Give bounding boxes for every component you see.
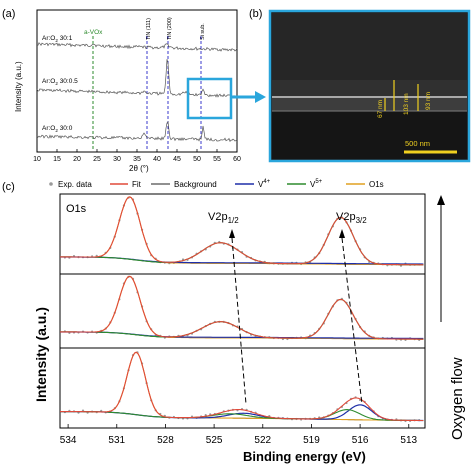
fit-curve xyxy=(60,196,424,266)
legend-o1s-label: O1s xyxy=(369,180,384,189)
xps-y-axis-label: Intensity (a.u.) xyxy=(33,307,49,402)
xrd-tick-label: 20 xyxy=(73,156,81,163)
xrd-trace-30-0 xyxy=(36,120,238,143)
xps-tick-label: 522 xyxy=(254,435,271,446)
v5-component-curve xyxy=(60,216,424,266)
peak-label-v2p32: V2p3/2 xyxy=(336,211,367,225)
xrd-tick-label: 10 xyxy=(33,156,41,163)
xps-tick-label: 513 xyxy=(400,435,417,446)
o1s-component-curve xyxy=(60,351,424,422)
legend-exp-label: Exp. data xyxy=(58,180,92,189)
xrd-y-axis-label: Intensity (a.u.) xyxy=(14,61,23,112)
xps-tick-label: 531 xyxy=(108,435,125,446)
trace-label-30-0: Ar:O2 30:0 xyxy=(42,125,73,133)
xps-tick-label: 516 xyxy=(352,435,369,446)
si-sub-annotation: Si sub. xyxy=(200,23,206,40)
sem-panel: 67 nm 103 nm 93 nm 500 nm xyxy=(268,9,471,163)
xps-tick-label: 525 xyxy=(206,435,223,446)
trace-label-30-1: Ar:O2 30:1 xyxy=(42,35,73,43)
v5-component-curve xyxy=(60,298,424,340)
v5-component-curve xyxy=(60,409,424,422)
legend-fit-label: Fit xyxy=(132,180,142,189)
xrd-trace-30-1 xyxy=(36,42,238,52)
zoom-arrow xyxy=(232,91,266,103)
oxygen-flow-label: Oxygen flow xyxy=(449,357,466,440)
xps-x-axis-label: Binding energy (eV) xyxy=(243,449,366,464)
oxygen-flow-indicator: Oxygen flow xyxy=(437,195,466,440)
tin200-annotation: TiN (200) xyxy=(167,17,173,40)
xrd-tick-label: 15 xyxy=(53,156,61,163)
o1s-component-curve xyxy=(60,196,424,266)
panel-label-a: (a) xyxy=(2,8,15,20)
peak-label-o1s: O1s xyxy=(66,203,87,215)
fit-curve xyxy=(60,351,424,422)
legend-exp-marker xyxy=(49,182,53,186)
panel-label-b: (b) xyxy=(249,8,262,20)
xps-legend: Exp. data Fit Background V4+ V5+ O1s xyxy=(49,179,384,189)
xrd-tick-label: 60 xyxy=(233,156,241,163)
xrd-x-axis-label: 2θ (°) xyxy=(129,164,149,173)
panel-label-c: (c) xyxy=(2,181,15,193)
xrd-x-ticks: 10 15 20 25 30 35 40 45 50 55 60 xyxy=(33,149,241,163)
thickness-label-2: 103 nm xyxy=(403,93,410,115)
xrd-tick-label: 30 xyxy=(113,156,121,163)
legend-background-label: Background xyxy=(174,180,217,189)
scale-bar-label: 500 nm xyxy=(405,139,430,148)
xrd-panel: Ar:O2 30:1 Ar:O2 30:0.5 Ar:O2 30:0 a-VOx… xyxy=(14,9,241,173)
xrd-tick-label: 50 xyxy=(193,156,201,163)
xrd-trace-30-0.5 xyxy=(36,59,238,98)
legend-v4-label: V4+ xyxy=(258,179,271,189)
peak-label-v2p12: V2p1/2 xyxy=(208,211,239,225)
tin111-annotation: TiN (111) xyxy=(146,18,152,40)
avox-annotation: a-VOx xyxy=(84,29,103,36)
fit-curve xyxy=(60,275,424,340)
xps-tick-label: 519 xyxy=(303,435,320,446)
xrd-tick-label: 25 xyxy=(93,156,101,163)
xps-spectra xyxy=(60,196,424,423)
highlight-box xyxy=(186,77,233,120)
xps-tick-label: 528 xyxy=(157,435,174,446)
thickness-label-1: 67 nm xyxy=(377,100,384,118)
trace-label-30-0.5: Ar:O2 30:0.5 xyxy=(42,78,78,86)
xrd-tick-label: 55 xyxy=(213,156,221,163)
xrd-tick-label: 45 xyxy=(173,156,181,163)
xrd-tick-label: 35 xyxy=(133,156,141,163)
thickness-label-3: 93 nm xyxy=(425,92,432,110)
xps-x-ticks: 534 531 528 525 522 519 516 513 xyxy=(60,424,418,446)
xps-frame-bottom xyxy=(59,347,426,429)
xps-tick-label: 534 xyxy=(60,435,77,446)
xrd-tick-label: 40 xyxy=(153,156,161,163)
peak-shift-guides xyxy=(229,229,363,405)
legend-v5-label: V5+ xyxy=(310,179,323,189)
